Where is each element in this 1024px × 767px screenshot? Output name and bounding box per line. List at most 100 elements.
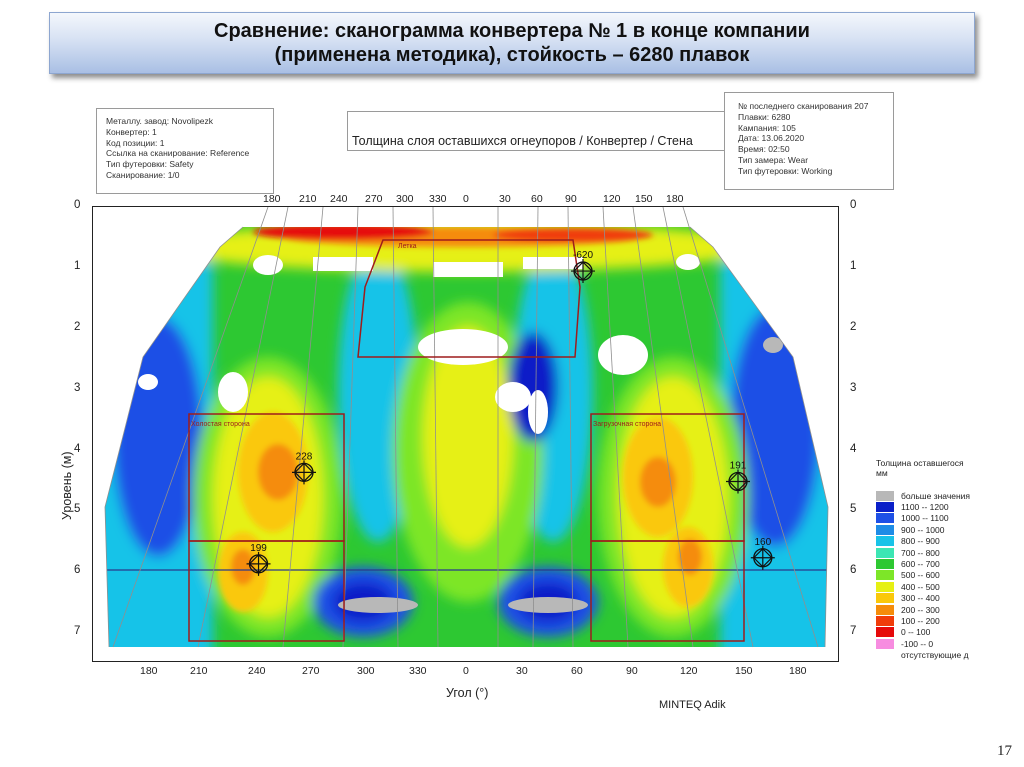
x-tick-top: 180 [263,193,281,205]
legend-swatch [876,604,894,615]
legend-label: 400 -- 500 [901,581,940,592]
y-tick-left: 1 [74,260,81,272]
legend-item: 400 -- 500 [876,581,986,592]
x-tick-top: 300 [396,193,414,205]
y-tick-left: 2 [74,321,81,333]
legend-label: отсутствующие д [901,650,969,661]
legend-swatch [876,638,894,649]
x-tick-bottom: 150 [735,665,753,677]
x-tick-bottom: 240 [248,665,266,677]
legend-item: 600 -- 700 [876,558,986,570]
legend-label: 700 -- 800 [901,547,940,558]
legend-swatch [876,615,894,626]
y-tick-right: 4 [850,443,857,455]
x-tick-bottom: 0 [463,665,469,677]
thickness-marker: 228 [292,451,316,485]
marker-crosshair [246,551,271,576]
legend-item: 700 -- 800 [876,547,986,558]
legend-label: 600 -- 700 [901,559,940,570]
x-tick-top: 30 [499,193,511,205]
legend-swatch [876,559,894,570]
thickness-marker: 199 [246,543,271,576]
thickness-marker: 160 [750,537,775,570]
legend-item: 800 -- 900 [876,536,986,547]
legend-label: 300 -- 400 [901,593,940,604]
region-label-right: Загрузочная сторона [593,421,661,428]
x-tick-top: 150 [635,193,653,205]
x-tick-bottom: 330 [409,665,427,677]
region-label-top: Летка [398,243,417,250]
y-tick-left: 5 [74,503,81,515]
legend-swatch [876,502,894,513]
legend-item: 900 -- 1000 [876,524,986,535]
y-tick-left: 4 [74,443,81,455]
legend-label: 800 -- 900 [901,536,940,547]
slide-title-line2: (применена методика), стойкость – 6280 п… [274,44,750,66]
marker-label: 228 [296,451,313,462]
x-tick-bottom: 300 [357,665,375,677]
y-tick-right: 6 [850,564,857,576]
legend-items: больше значения 1100 -- 1200 1000 -- 1100 9… [876,490,986,661]
info-reference: Ссылка на сканирование: Reference [106,148,250,159]
info-plant: Металлу. завод: Novolipezk [106,116,214,126]
y-tick-right: 1 [850,260,857,272]
info-heats: Плавки: 6280 [738,111,791,122]
x-tick-bottom: 180 [789,665,807,677]
legend-item: 100 -- 200 [876,615,986,626]
legend-swatch [876,513,894,524]
x-tick-bottom: 180 [140,665,158,677]
marker-crosshair [571,259,595,284]
info-position: Код позиции: 1 [106,137,165,148]
x-tick-bottom: 270 [302,665,320,677]
legend-label: 1000 -- 1100 [901,513,949,524]
marker-label: 191 [730,461,747,472]
legend-swatch [876,581,894,592]
y-tick-right: 7 [850,625,857,637]
legend-label: 500 -- 600 [901,570,940,581]
thickness-marker: 191 [726,461,750,494]
info-campaign: Кампания: 105 [738,122,796,133]
legend-swatch [876,536,894,547]
legend-item: -100 -- 0 [876,638,986,649]
x-axis-label: Угол (°) [446,686,489,700]
thickness-marker: -620 [571,250,595,284]
marker-crosshair [750,545,775,570]
legend-label: 0 -- 100 [901,627,931,638]
x-tick-bottom: 210 [190,665,208,677]
brand-label: MINTEQ Adik [659,699,726,711]
info-lining-type: Тип футеровки: Safety [106,159,194,170]
legend-label: -100 -- 0 [901,638,934,649]
legend-swatch [876,627,894,638]
legend-swatch [876,593,894,604]
scan-info-right: № последнего сканирования 207 Плавки: 62… [724,92,894,190]
info-date: Дата: 13.06.2020 [738,133,805,144]
x-tick-top: 180 [666,193,684,205]
y-tick-right: 2 [850,321,857,333]
info-last-scan: № последнего сканирования 207 [738,101,869,111]
x-tick-top: 210 [299,193,317,205]
slide-title-line1: Сравнение: сканограмма конвертера № 1 в … [214,20,810,42]
info-time: Время: 02:50 [738,144,790,155]
y-axis-label: Уровень (м) [60,451,74,520]
y-tick-right: 5 [850,503,857,515]
legend-label: 900 -- 1000 [901,524,945,535]
legend-swatch [876,524,894,535]
legend-item: 0 -- 100 [876,627,986,638]
info-measure-type: Тип замера: Wear [738,154,809,165]
legend-swatch [876,490,894,501]
thickness-map-svg: Летка Холостая сторона Загрузочная сторо… [104,207,829,648]
legend-title: Толщина оставшегося мм [876,458,964,478]
x-tick-bottom: 30 [516,665,528,677]
legend-label: 1100 -- 1200 [901,502,949,513]
x-tick-top: 90 [565,193,577,205]
legend-item: 1000 -- 1100 [876,513,986,524]
y-tick-left: 0 [74,199,81,211]
x-tick-top: 240 [330,193,348,205]
marker-label: -620 [573,250,593,261]
x-tick-top: 270 [365,193,383,205]
y-tick-left: 6 [74,564,81,576]
legend-label: больше значения [901,490,971,501]
info-working-lining: Тип футеровки: Working [738,165,833,176]
legend-swatch [876,650,894,661]
